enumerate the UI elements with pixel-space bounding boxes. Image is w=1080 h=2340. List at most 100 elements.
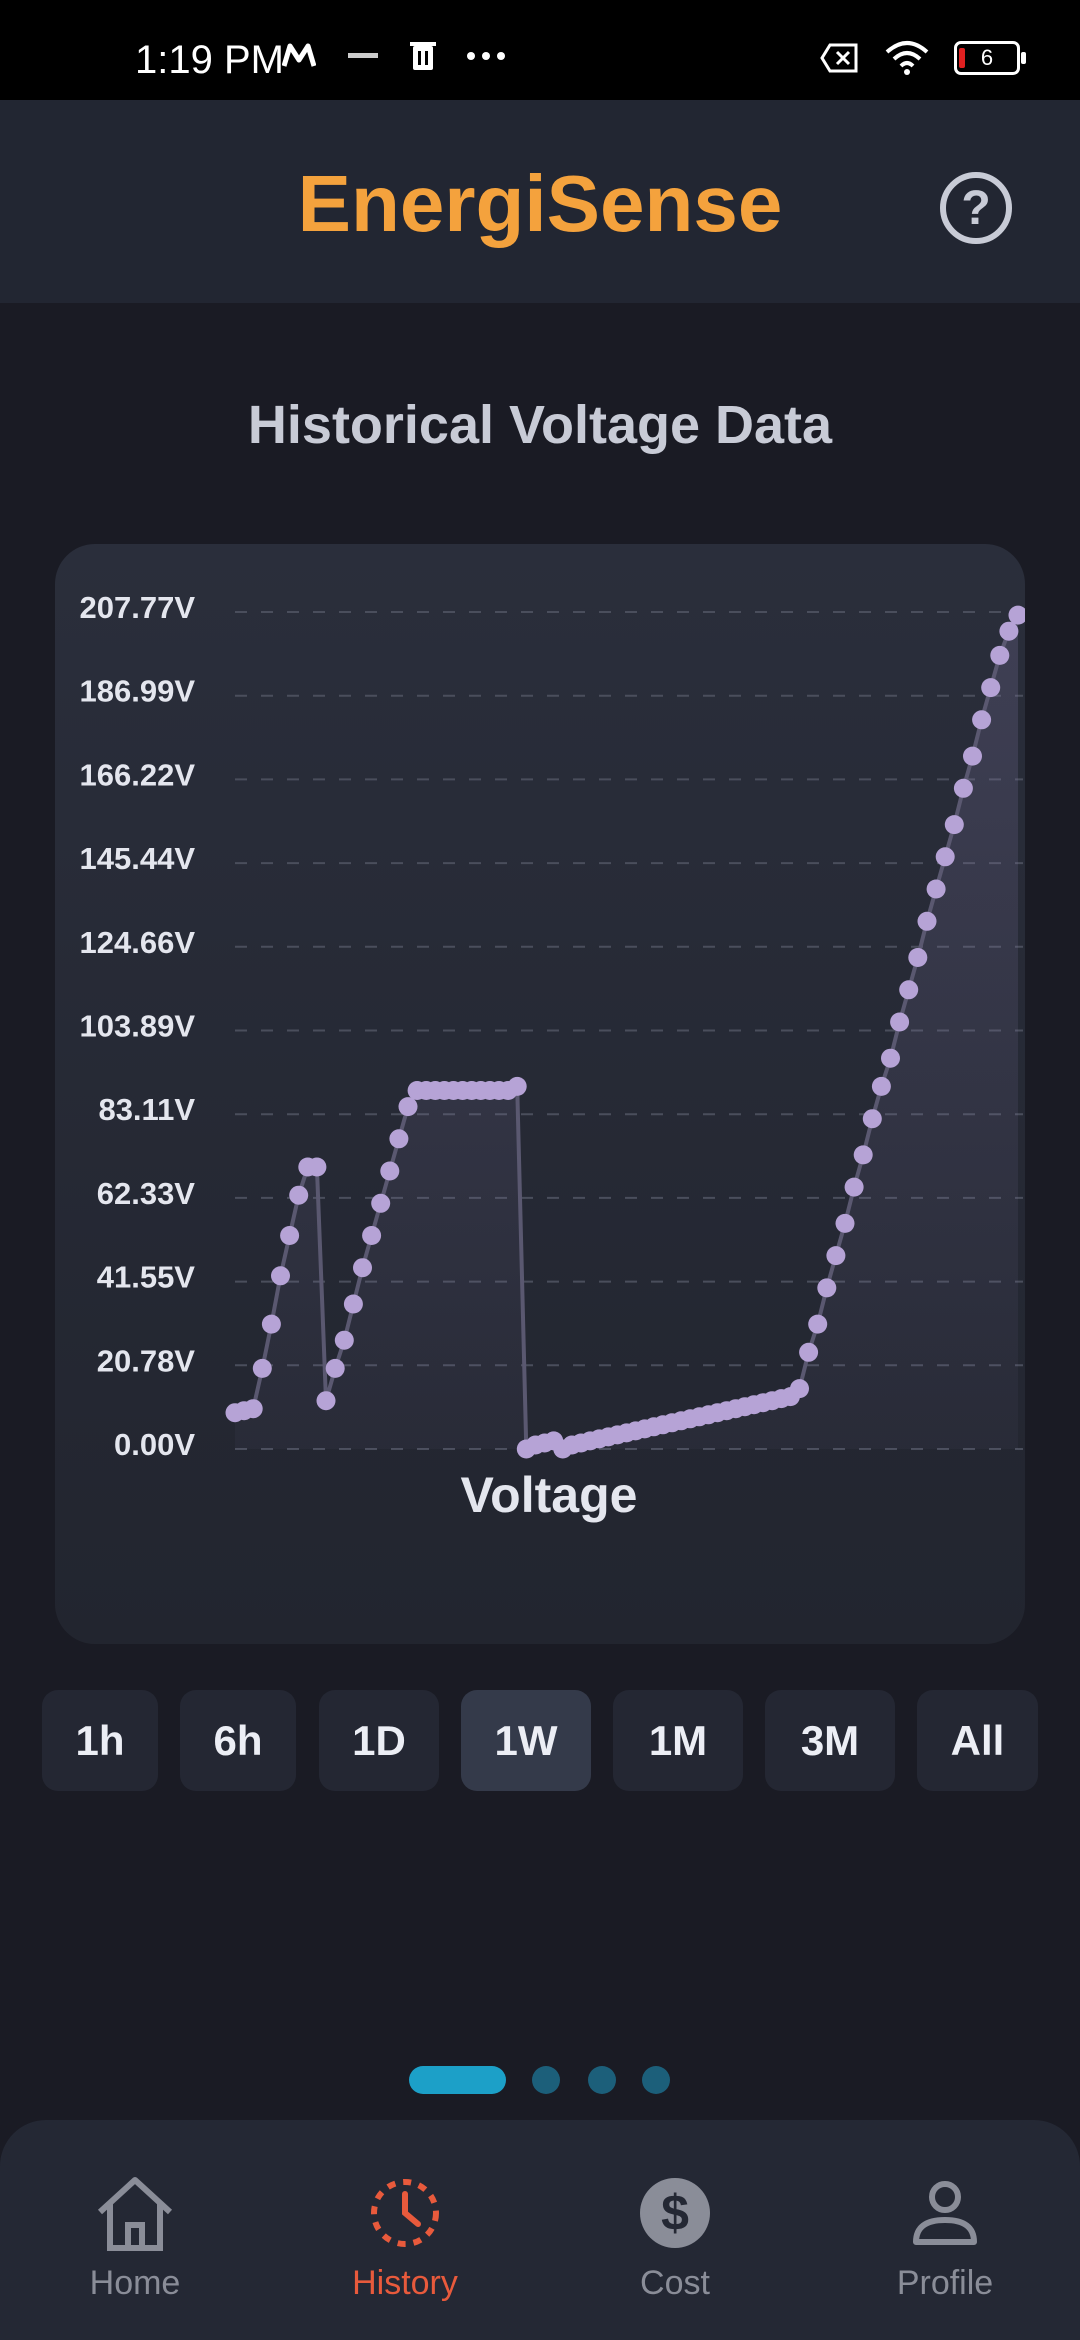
no-sim-icon	[820, 43, 858, 73]
data-point	[790, 1379, 809, 1399]
nav-label-profile: Profile	[896, 2264, 994, 2302]
y-tick-label: 41.55V	[97, 1260, 196, 1295]
data-point	[871, 1076, 891, 1096]
y-tick-label: 83.11V	[98, 1092, 195, 1127]
data-point	[334, 1330, 354, 1350]
nav-label-home: Home	[89, 2264, 181, 2302]
page-dot[interactable]	[642, 2066, 670, 2094]
page-dot[interactable]	[409, 2066, 506, 2094]
nav-item-home[interactable]: Home	[35, 2170, 235, 2303]
voltage-area	[235, 615, 1018, 1449]
status-right-icons: 6	[820, 40, 1026, 76]
data-point	[362, 1226, 382, 1245]
page-dot[interactable]	[588, 2066, 616, 2094]
data-point	[808, 1314, 828, 1334]
data-point	[380, 1161, 400, 1181]
y-tick-label: 0.00V	[114, 1427, 195, 1462]
voltage-chart: 207.77V 186.99V 166.22V 145.44V 124.66V 103.8…	[80, 590, 1025, 1523]
data-point	[261, 1314, 281, 1334]
y-tick-label: 124.66V	[80, 925, 196, 960]
svg-text:$: $	[661, 2185, 689, 2241]
data-point	[817, 1278, 837, 1298]
data-point	[881, 1048, 900, 1068]
data-point	[899, 980, 919, 1000]
data-point	[990, 645, 1010, 665]
trash-icon	[410, 42, 436, 70]
range-button-3m[interactable]: 3M	[765, 1690, 895, 1791]
range-button-all[interactable]: All	[917, 1690, 1038, 1791]
data-point	[826, 1246, 846, 1266]
data-point	[835, 1213, 855, 1233]
history-icon	[371, 2179, 439, 2247]
app-header	[0, 100, 1080, 303]
gear-chip-icon	[348, 53, 378, 58]
range-button-1d[interactable]: 1D	[319, 1690, 439, 1791]
page-dot[interactable]	[532, 2066, 560, 2094]
x-axis-label: Voltage	[461, 1467, 638, 1523]
m-logo-icon	[282, 43, 316, 67]
data-point	[963, 746, 982, 766]
help-button[interactable]: ?	[940, 172, 1012, 244]
voltage-chart-card: 207.77V 186.99V 166.22V 145.44V 124.66V 103.8…	[55, 544, 1025, 1644]
y-tick-label: 207.77V	[80, 590, 196, 625]
range-button-1w[interactable]: 1W	[461, 1690, 591, 1791]
time-range-selector: 1h 6h 1D 1W 1M 3M All	[42, 1690, 1038, 1791]
data-point	[844, 1177, 864, 1197]
wifi-icon	[885, 41, 929, 75]
status-bar: 1:19 PM 6	[0, 0, 1080, 100]
home-icon	[97, 2177, 173, 2251]
data-point	[343, 1294, 363, 1314]
data-point	[908, 948, 928, 967]
page-title: Historical Voltage Data	[247, 395, 833, 455]
data-point	[972, 710, 992, 730]
data-point	[926, 879, 946, 899]
data-point	[271, 1266, 290, 1286]
data-point	[243, 1399, 263, 1419]
y-tick-label: 20.78V	[97, 1343, 196, 1378]
data-point	[1008, 605, 1025, 625]
page-indicator	[0, 2066, 1080, 2094]
y-tick-label: 186.99V	[80, 674, 196, 709]
nav-label-cost: Cost	[640, 2264, 710, 2302]
data-point	[953, 778, 973, 798]
data-point	[371, 1193, 391, 1213]
range-button-1h[interactable]: 1h	[42, 1690, 158, 1791]
data-point	[862, 1109, 882, 1129]
data-point	[944, 815, 964, 835]
profile-icon	[913, 2181, 977, 2245]
data-point	[325, 1358, 345, 1378]
data-point	[353, 1258, 372, 1278]
y-tick-label: 103.89V	[80, 1008, 196, 1043]
y-tick-label: 62.33V	[97, 1176, 196, 1211]
data-point	[280, 1226, 300, 1245]
status-time: 1:19 PM	[135, 38, 284, 82]
app-title: EnergiSense	[297, 159, 783, 248]
more-dots-icon	[467, 52, 505, 60]
data-point	[853, 1145, 873, 1165]
data-point	[890, 1012, 910, 1032]
y-tick-label: 166.22V	[80, 757, 196, 792]
data-point	[935, 847, 955, 867]
help-circle-icon: ?	[961, 181, 991, 235]
battery-icon: 6	[954, 41, 1026, 75]
data-point	[398, 1097, 418, 1117]
status-left-icons	[282, 40, 506, 72]
data-point	[316, 1391, 336, 1411]
data-point	[917, 911, 937, 931]
data-point	[307, 1157, 327, 1177]
data-point	[999, 621, 1019, 641]
data-point	[289, 1185, 309, 1205]
range-button-1m[interactable]: 1M	[613, 1690, 743, 1791]
nav-label-history: History	[352, 2264, 458, 2302]
range-button-6h[interactable]: 6h	[180, 1690, 296, 1791]
bottom-navigation: Home History $ Cost Profile	[0, 2120, 1080, 2340]
data-point	[507, 1076, 527, 1096]
dollar-icon: $	[640, 2178, 710, 2248]
data-point	[981, 678, 1001, 698]
nav-item-history[interactable]: History	[305, 2170, 505, 2303]
data-point	[799, 1342, 819, 1362]
nav-item-profile[interactable]: Profile	[845, 2170, 1045, 2303]
data-point	[252, 1358, 272, 1378]
nav-item-cost[interactable]: $ Cost	[575, 2170, 775, 2303]
data-point	[389, 1129, 409, 1149]
